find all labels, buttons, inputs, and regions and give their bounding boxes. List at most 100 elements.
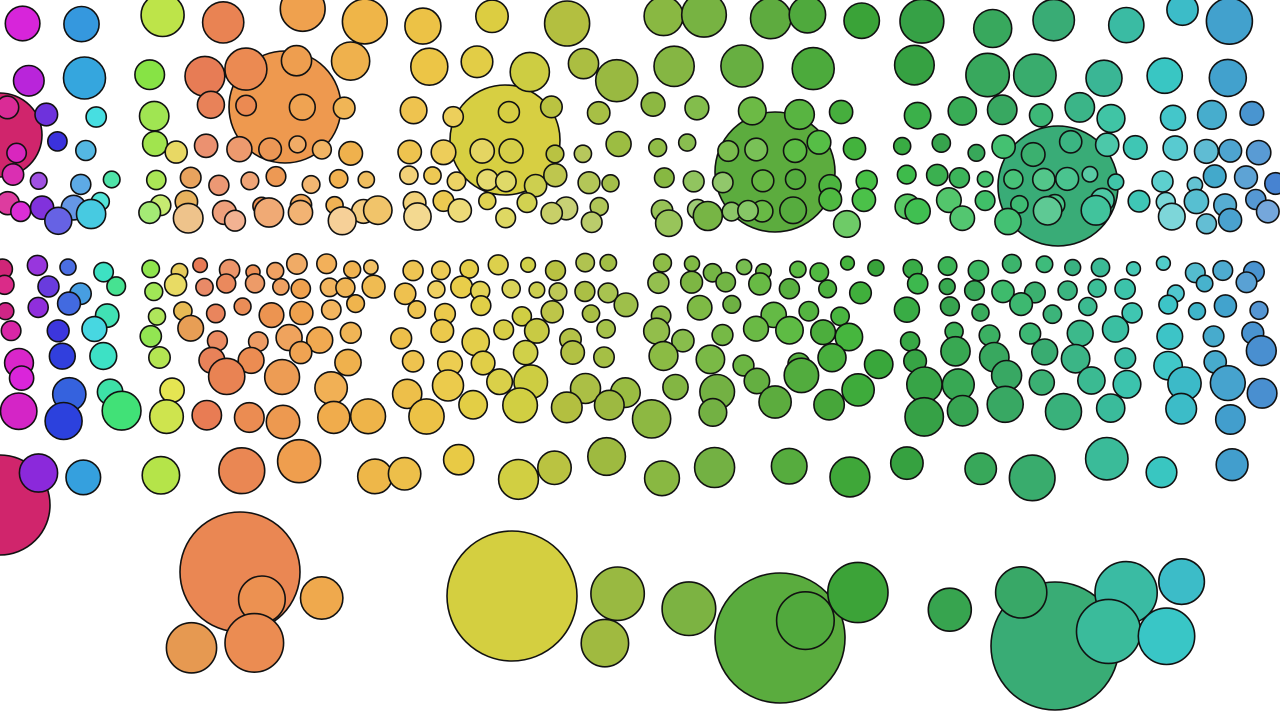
circle	[493, 319, 515, 341]
circle	[1246, 377, 1278, 409]
circle	[446, 171, 467, 192]
circle	[446, 530, 578, 662]
circle	[580, 618, 630, 668]
circle	[747, 272, 772, 296]
circle	[715, 271, 737, 293]
circle	[523, 317, 550, 344]
circle	[599, 253, 618, 272]
circle	[0, 274, 15, 296]
circle	[904, 197, 932, 225]
circle	[179, 166, 202, 189]
circle	[1080, 194, 1112, 226]
circle	[1157, 557, 1206, 606]
circle	[301, 174, 321, 195]
circle	[778, 277, 801, 300]
circle	[693, 446, 736, 489]
circle	[361, 274, 386, 299]
circle	[1249, 300, 1269, 321]
circle	[258, 137, 283, 162]
circle	[809, 262, 830, 283]
circle	[6, 142, 28, 164]
circle	[684, 95, 710, 121]
circle	[327, 206, 357, 236]
circle	[1122, 134, 1148, 161]
circle	[653, 167, 675, 189]
circle	[948, 167, 971, 189]
circle	[994, 207, 1022, 236]
circle	[18, 453, 59, 493]
circle	[486, 368, 514, 396]
circle	[430, 260, 451, 281]
circle	[271, 277, 290, 296]
circle	[1012, 53, 1057, 98]
circle	[613, 292, 639, 318]
circle	[744, 137, 769, 162]
circle	[145, 169, 167, 191]
circle	[1217, 207, 1243, 233]
circle	[939, 296, 961, 317]
circle	[575, 252, 596, 273]
circle	[848, 281, 873, 305]
circle	[1193, 138, 1220, 165]
circle	[818, 187, 843, 212]
circle	[1218, 138, 1243, 163]
circle	[692, 200, 724, 232]
circle	[497, 100, 521, 124]
circle	[642, 317, 671, 345]
circle	[265, 404, 301, 440]
circle	[832, 209, 862, 239]
circle	[0, 320, 22, 342]
circle	[560, 339, 586, 365]
circle	[205, 303, 226, 324]
circle	[346, 294, 366, 314]
circle	[207, 357, 246, 396]
circle	[839, 255, 856, 271]
circle	[48, 342, 77, 370]
circle	[927, 587, 973, 633]
circle	[899, 331, 921, 352]
circle	[299, 575, 344, 620]
circle	[1031, 167, 1056, 192]
circle	[509, 51, 551, 93]
circle	[470, 295, 492, 317]
circle	[280, 44, 313, 77]
circle	[863, 349, 894, 380]
circle	[430, 139, 457, 166]
circle	[37, 275, 60, 298]
circle	[75, 139, 97, 162]
circle	[1032, 0, 1076, 42]
circle	[782, 138, 808, 164]
circle	[640, 91, 666, 118]
circle	[1054, 166, 1080, 192]
circle	[550, 391, 583, 424]
circle	[653, 45, 696, 88]
circle	[193, 133, 219, 159]
circle	[1064, 91, 1096, 123]
circle	[1209, 364, 1247, 402]
circle	[258, 302, 285, 329]
circle	[1214, 403, 1246, 435]
circle	[497, 458, 540, 501]
circle	[1112, 369, 1142, 399]
circle	[662, 373, 689, 401]
circle	[177, 314, 205, 342]
circle	[224, 612, 285, 674]
circle	[279, 0, 326, 33]
circle	[265, 165, 287, 188]
circle	[1107, 6, 1145, 44]
circle	[1127, 189, 1151, 213]
circle	[949, 205, 976, 232]
circle	[330, 41, 371, 82]
circle	[27, 296, 50, 319]
circle	[407, 299, 427, 319]
circle	[316, 253, 338, 275]
circle	[184, 55, 226, 98]
circle	[263, 358, 301, 396]
circle	[596, 318, 617, 339]
circle	[475, 0, 509, 34]
circle	[937, 256, 958, 277]
circle	[442, 105, 465, 128]
circle	[343, 260, 362, 279]
circle	[362, 259, 379, 276]
circle	[487, 254, 509, 276]
